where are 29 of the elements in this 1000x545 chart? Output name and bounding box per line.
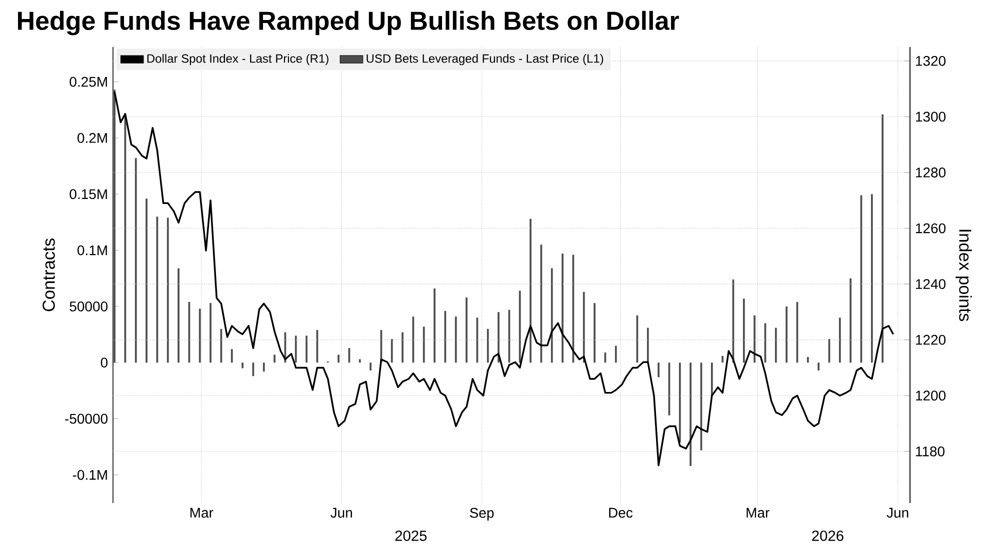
text: 2025 [395, 530, 427, 541]
y2-tick-label: 1220 [916, 334, 946, 345]
y-tick-label: 0 [100, 358, 108, 368]
x-tick-label: Jun [330, 508, 352, 518]
text: 2026 [812, 530, 844, 541]
chart-title: Hedge Funds Have Ramped Up Bullish Bets on Dollar [18, 10, 679, 36]
legend-label: USD Bets Leveraged Funds - Last Price (L1) [366, 54, 604, 66]
y-tick-label: -50000 [65, 414, 108, 424]
y2-tick-label: 1180 [916, 446, 944, 456]
y2-tick-label: 1300 [916, 112, 946, 122]
y-tick-label: 0.25M [70, 76, 107, 87]
x-tick-label: Mar [746, 508, 770, 518]
y-tick-label: 0.1M [77, 245, 107, 256]
y-tick-label: 0.15M [70, 189, 107, 200]
y-tick-label: -0.1M [72, 470, 107, 480]
legend-label: Dollar Spot Index - Last Price (R1) [147, 54, 328, 66]
y2-tick-label: 1320 [916, 56, 946, 66]
y-tick-label: 50000 [70, 301, 108, 312]
y2-tick-label: 1280 [916, 168, 946, 178]
y2-axis-title: Index points [956, 230, 972, 322]
y-tick-label: 0.2M [77, 133, 107, 143]
y2-tick-label: 1260 [916, 223, 946, 234]
x-tick-label: Sep [470, 508, 494, 521]
x-tick-label: Mar [190, 508, 214, 518]
x-tick-label: Dec [609, 508, 633, 518]
y2-tick-label: 1240 [916, 279, 946, 290]
y-axis-title: Contracts [42, 238, 55, 312]
x-tick-label: Jun [886, 508, 908, 518]
y2-tick-label: 1200 [916, 390, 946, 401]
